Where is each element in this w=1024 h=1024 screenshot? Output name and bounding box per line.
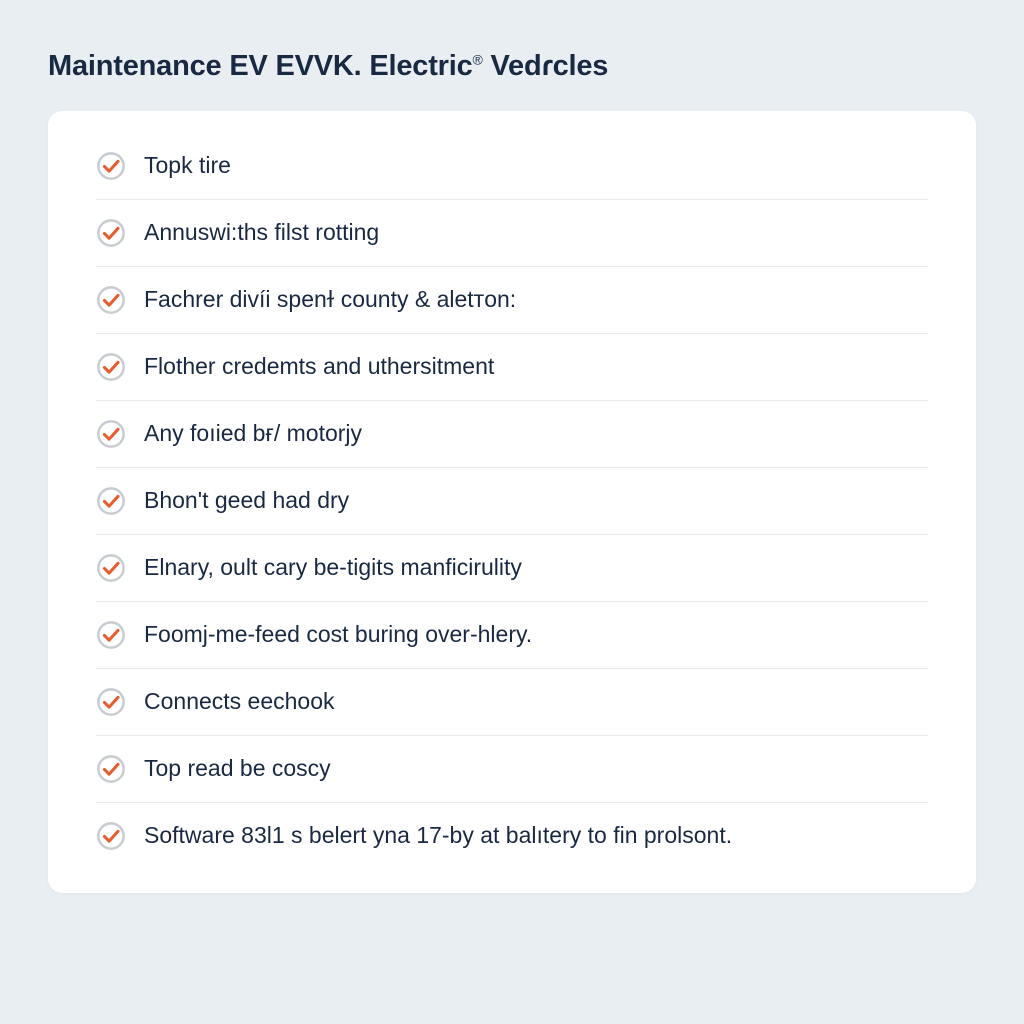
check-icon bbox=[96, 151, 126, 181]
item-label: Bhon't geed had dry bbox=[144, 486, 349, 516]
item-label: Annuswi:ths filst rotting bbox=[144, 218, 379, 248]
checklist-card: Topk tire Annuswi:ths filst rotting Fachre… bbox=[48, 111, 976, 893]
item-label: Fachrer divíi spenɫ county & aletтon: bbox=[144, 285, 516, 315]
checklist: Topk tire Annuswi:ths filst rotting Fachre… bbox=[96, 133, 928, 869]
page-title: Maintenance EV EVVK. Electric® Vedɾcles bbox=[48, 50, 976, 83]
check-icon bbox=[96, 486, 126, 516]
check-icon bbox=[96, 218, 126, 248]
item-label: Top read be coscy bbox=[144, 754, 331, 784]
list-item: Flother credemts and uthersitment bbox=[96, 334, 928, 401]
item-label: Topk tire bbox=[144, 151, 231, 181]
check-icon bbox=[96, 419, 126, 449]
list-item: Foomj-me-feed cost buring over-hlery. bbox=[96, 602, 928, 669]
item-label: Software 83l1 s belert yna 17-by at balı… bbox=[144, 821, 732, 851]
list-item: Fachrer divíi spenɫ county & aletтon: bbox=[96, 267, 928, 334]
item-label: Foomj-me-feed cost buring over-hlery. bbox=[144, 620, 532, 650]
list-item: Topk tire bbox=[96, 133, 928, 200]
item-label: Connects eechook bbox=[144, 687, 335, 717]
check-icon bbox=[96, 754, 126, 784]
list-item: Bhon't geed had dry bbox=[96, 468, 928, 535]
item-label: Any foıied bғ/ motorjy bbox=[144, 419, 362, 449]
check-icon bbox=[96, 687, 126, 717]
item-label: Flother credemts and uthersitment bbox=[144, 352, 494, 382]
check-icon bbox=[96, 352, 126, 382]
list-item: Top read be coscy bbox=[96, 736, 928, 803]
list-item: Elnary, oult cary be-tigits manficirulit… bbox=[96, 535, 928, 602]
list-item: Connects eechook bbox=[96, 669, 928, 736]
list-item: Software 83l1 s belert yna 17-by at balı… bbox=[96, 803, 928, 869]
list-item: Any foıied bғ/ motorjy bbox=[96, 401, 928, 468]
check-icon bbox=[96, 620, 126, 650]
check-icon bbox=[96, 553, 126, 583]
item-label: Elnary, oult cary be-tigits manficirulit… bbox=[144, 553, 522, 583]
list-item: Annuswi:ths filst rotting bbox=[96, 200, 928, 267]
check-icon bbox=[96, 821, 126, 851]
check-icon bbox=[96, 285, 126, 315]
